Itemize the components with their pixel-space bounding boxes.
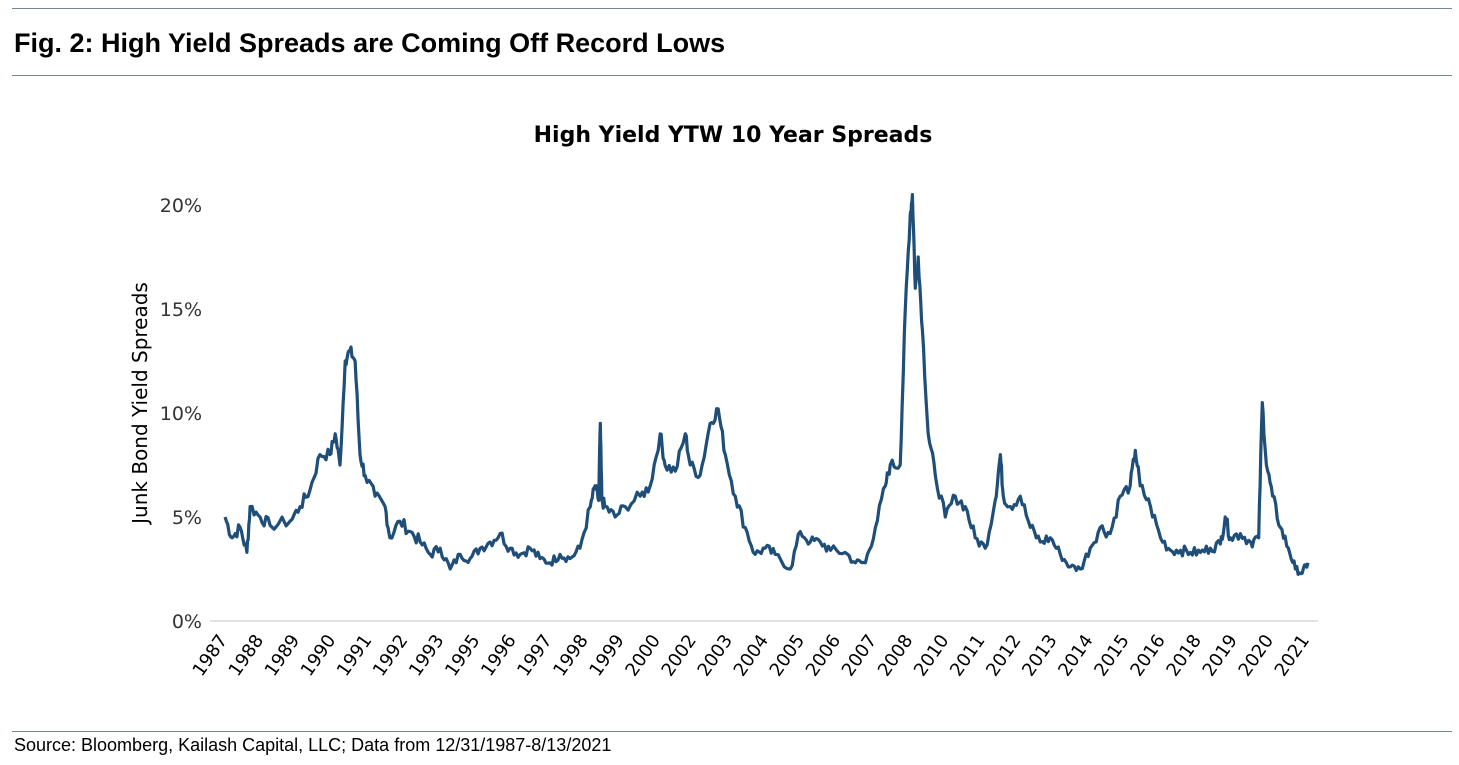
x-tick-label: 1989 [261,631,304,681]
x-tick-label: 2006 [802,631,845,681]
x-tick-label: 1996 [477,631,520,681]
x-tick-label: 1998 [549,631,592,681]
x-tick-label: 2007 [838,631,881,681]
bottom-rule [12,731,1452,732]
y-axis-label: Junk Bond Yield Spreads [128,282,152,526]
y-tick-label: 20% [160,195,202,217]
x-tick-label: 1993 [405,631,448,681]
x-tick-label: 2003 [694,631,737,681]
x-tick-label: 1990 [297,631,340,681]
x-tick-label: 2020 [1235,631,1278,681]
x-tick-label: 2013 [1018,631,1061,681]
x-tick-label: 2012 [982,631,1025,681]
x-tick-label: 2018 [1162,631,1205,681]
x-tick-label: 2002 [657,631,700,681]
x-tick-label: 1991 [333,631,376,681]
x-tick-label: 1988 [225,631,268,681]
top-rule [12,8,1452,9]
series-line [223,193,1310,576]
x-tick-label: 1999 [585,631,628,681]
y-tick-label: 10% [160,403,202,425]
x-tick-label: 2015 [1090,631,1133,681]
x-tick-label: 2004 [730,631,773,681]
x-tick-label: 2008 [874,631,917,681]
y-tick-label: 0% [172,611,202,633]
x-tick-label: 2000 [621,631,664,681]
x-tick-label: 2011 [946,631,989,681]
y-tick-label: 15% [160,299,202,321]
figure-title: Fig. 2: High Yield Spreads are Coming Of… [14,28,726,58]
source-note: Source: Bloomberg, Kailash Capital, LLC;… [14,735,612,755]
x-tick-label: 1987 [189,631,232,681]
x-tick-label: 2021 [1271,631,1314,681]
x-tick-label: 2014 [1054,631,1097,681]
y-tick-label: 5% [172,507,202,529]
x-tick-label: 1992 [369,631,412,681]
x-tick-label: 2016 [1126,631,1169,681]
x-tick-label: 2019 [1198,631,1241,681]
x-tick-label: 1995 [441,631,484,681]
chart-title: High Yield YTW 10 Year Spreads [534,123,933,148]
x-tick-label: 2005 [766,631,809,681]
x-tick-label: 1997 [513,631,556,681]
x-tick-label: 2010 [910,631,953,681]
title-rule [12,75,1452,76]
